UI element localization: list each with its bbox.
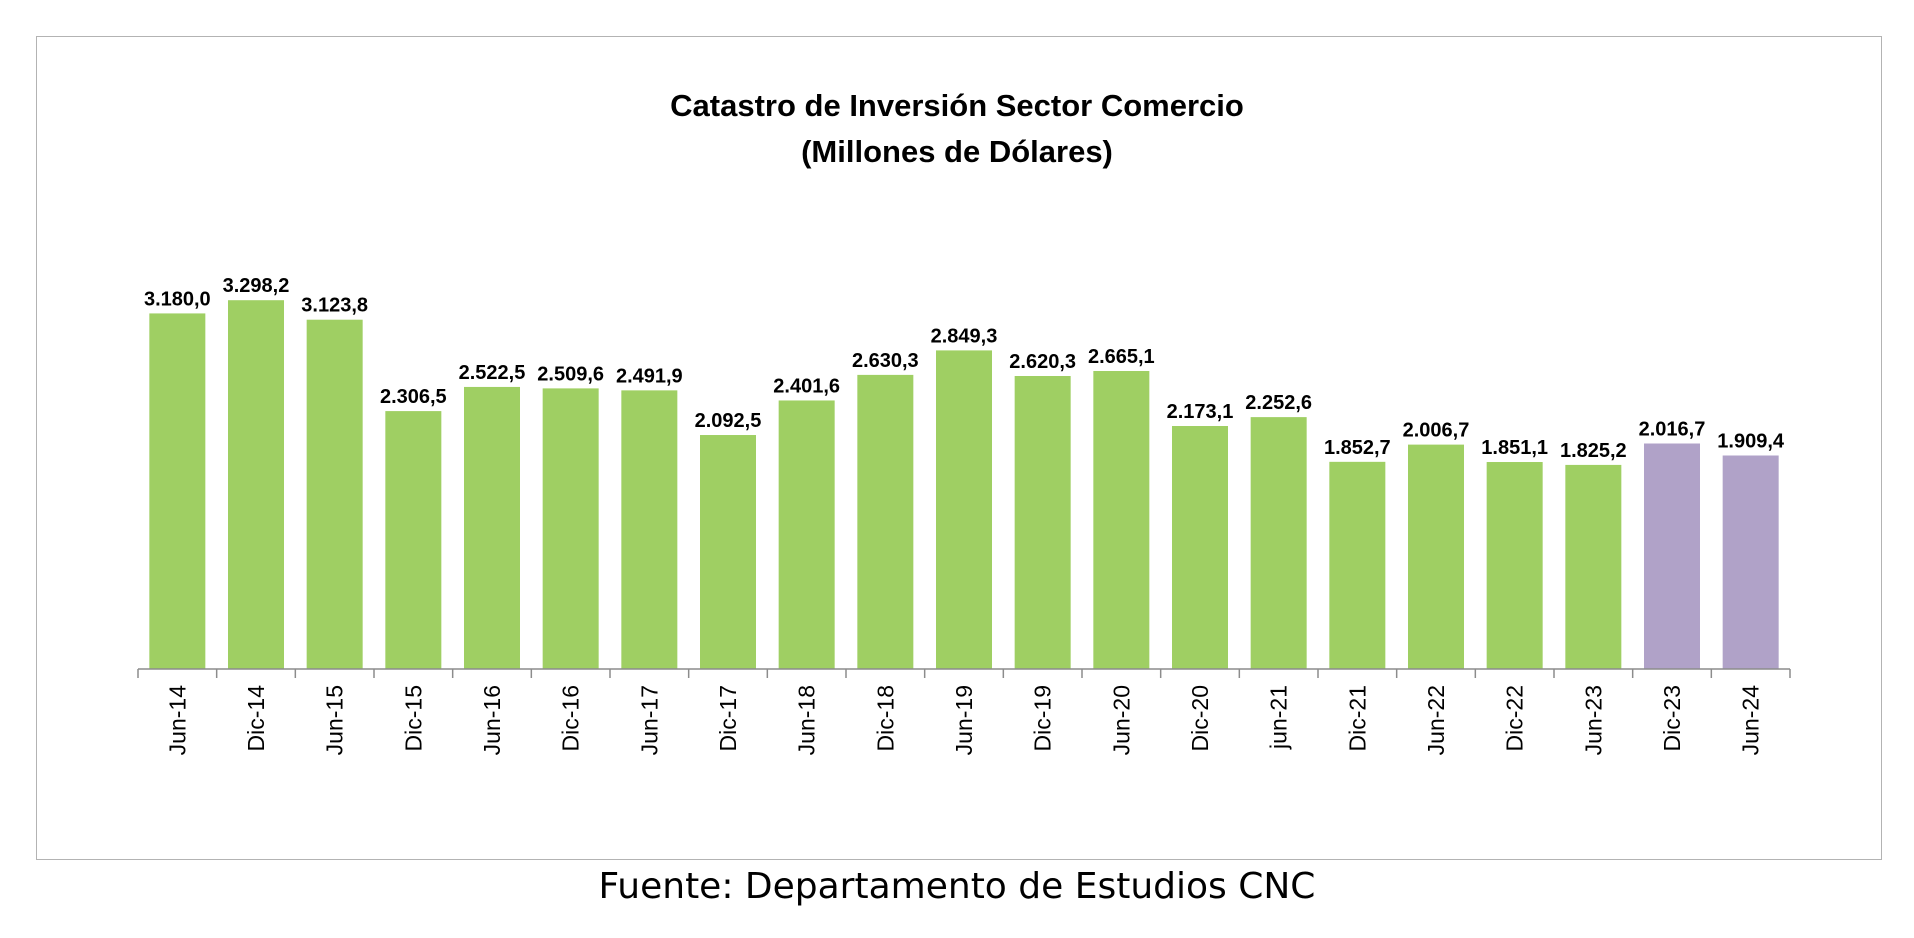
bar-dic-22: [1486, 462, 1543, 669]
value-label: 2.849,3: [931, 325, 998, 347]
value-label: 2.252,6: [1245, 392, 1312, 414]
source-note: Fuente: Departamento de Estudios CNC: [598, 866, 1316, 907]
bar-dic-14: [228, 300, 284, 669]
bar-jun-17: [621, 390, 678, 669]
bar-jun-24: [1722, 455, 1779, 669]
x-tick-label: Dic-23: [1659, 685, 1685, 751]
bar-dic-17: [700, 435, 756, 669]
bar-dic-23: [1644, 443, 1700, 669]
bar-dic-20: [1172, 426, 1228, 669]
bar-dic-21: [1329, 461, 1386, 669]
x-tick-label: Dic-20: [1187, 685, 1213, 751]
x-tick-label: jun-21: [1266, 685, 1292, 750]
value-label: 2.016,7: [1639, 418, 1706, 440]
value-label: 1.851,1: [1481, 437, 1548, 459]
value-label: 3.298,2: [223, 275, 290, 297]
x-tick-label: Jun-17: [636, 685, 662, 755]
x-tick-label: Dic-19: [1030, 685, 1056, 751]
value-label: 2.509,6: [537, 363, 604, 385]
x-tick-label: Jun-20: [1108, 685, 1134, 755]
value-label: 2.401,6: [773, 375, 840, 397]
value-label: 2.620,3: [1009, 351, 1076, 373]
value-label: 2.092,5: [695, 410, 762, 432]
chart-title: Catastro de Inversión Sector Comercio: [670, 88, 1244, 123]
x-tick-label: Dic-18: [872, 685, 898, 751]
x-tick-label: Dic-22: [1502, 685, 1528, 751]
bar-dic-15: [385, 411, 442, 669]
x-tick-label: Jun-16: [479, 685, 505, 755]
x-tick-label: Jun-24: [1738, 685, 1764, 756]
x-tick-label: Dic-15: [400, 685, 426, 751]
bar-jun-20: [1093, 370, 1150, 669]
bar-jun-18: [778, 400, 835, 669]
bar-jun-23: [1565, 464, 1622, 669]
bar-jun-14: [149, 313, 206, 669]
bar-dic-19: [1014, 376, 1071, 669]
value-label: 2.491,9: [616, 365, 683, 387]
value-label: 3.180,0: [144, 288, 211, 310]
bar-jun-21: [1250, 417, 1307, 669]
bar-dic-16: [542, 388, 599, 669]
value-label: 1.825,2: [1560, 440, 1627, 462]
x-tick-label: Dic-16: [558, 685, 584, 751]
bar-jun-15: [306, 319, 363, 669]
value-label: 2.665,1: [1088, 346, 1155, 368]
x-tick-label: Jun-18: [794, 685, 820, 755]
value-label: 1.909,4: [1717, 430, 1785, 452]
bar-jun-19: [936, 350, 992, 669]
value-label: 3.123,8: [301, 295, 368, 317]
x-tick-label: Jun-15: [322, 685, 348, 755]
value-label: 2.630,3: [852, 350, 919, 372]
value-label: 1.852,7: [1324, 437, 1391, 459]
x-tick-label: Jun-23: [1580, 685, 1606, 755]
bar-jun-16: [464, 386, 520, 669]
value-label: 2.522,5: [459, 362, 526, 384]
chart-subtitle: (Millones de Dólares): [801, 134, 1113, 169]
value-label: 2.006,7: [1403, 420, 1470, 442]
bar-jun-22: [1408, 444, 1464, 669]
x-tick-label: Dic-17: [715, 685, 741, 751]
value-label: 2.306,5: [380, 386, 447, 408]
x-tick-label: Jun-14: [164, 685, 190, 756]
x-tick-label: Dic-14: [243, 685, 269, 752]
x-tick-label: Jun-19: [951, 685, 977, 755]
value-label: 2.173,1: [1167, 401, 1234, 423]
x-tick-label: Jun-22: [1423, 685, 1449, 755]
x-tick-label: Dic-21: [1344, 685, 1370, 751]
bar-dic-18: [857, 374, 914, 669]
